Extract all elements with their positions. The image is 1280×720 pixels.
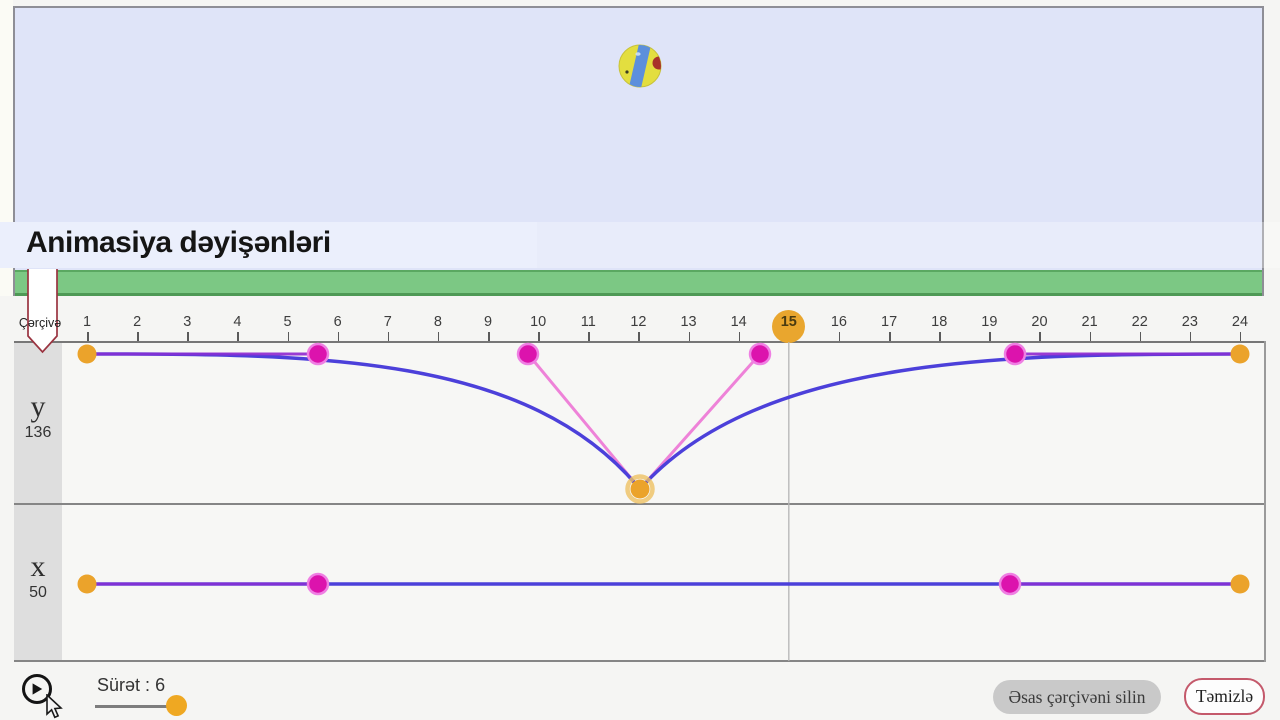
ball-sprite <box>618 44 662 88</box>
track-label-x: x 50 <box>14 552 62 602</box>
frame-number-9[interactable]: 9 <box>483 314 493 330</box>
frame-number-14[interactable]: 14 <box>730 314 747 330</box>
frame-ruler[interactable]: 1 2 3 4 5 6 7 8 9 10 11 12 13 14 15 16 17 18 19 20 21 22 23 24 <box>0 296 1280 343</box>
ruler-tick <box>1089 332 1092 341</box>
speed-slider-handle[interactable] <box>166 695 187 716</box>
frame-number-24[interactable]: 24 <box>1231 314 1249 330</box>
track-value-y: 136 <box>24 424 52 441</box>
frame-number-13[interactable]: 13 <box>680 314 697 330</box>
speed-slider-track[interactable] <box>95 705 185 708</box>
frame-number-10[interactable]: 10 <box>530 314 547 330</box>
ruler-tick <box>87 332 89 341</box>
frame-number-1[interactable]: 1 <box>82 314 92 330</box>
ruler-tick <box>237 332 239 341</box>
frame-number-5[interactable]: 5 <box>283 314 292 330</box>
tracks-right-edge <box>1264 341 1266 662</box>
ruler-tick <box>738 332 741 341</box>
ruler-tick <box>387 332 390 341</box>
frame-number-16[interactable]: 16 <box>830 314 847 330</box>
track-label-y: y 136 <box>14 392 62 442</box>
ruler-tick <box>538 332 540 341</box>
ruler-tick <box>337 332 340 341</box>
speed-text: Sürət : 6 <box>97 675 165 696</box>
ruler-tick <box>688 332 691 341</box>
title-band <box>0 222 537 268</box>
title-band-extension <box>537 222 1280 268</box>
frame-number-8[interactable]: 8 <box>433 314 442 330</box>
frame-number-18[interactable]: 18 <box>931 314 948 330</box>
frame-label: Çərçivə <box>18 316 62 330</box>
frame-number-4[interactable]: 4 <box>233 314 242 330</box>
frame-number-19[interactable]: 19 <box>981 314 998 330</box>
ruler-tick <box>287 332 290 341</box>
ruler-tick <box>588 332 590 341</box>
frame-number-21[interactable]: 21 <box>1081 314 1098 330</box>
ruler-tick <box>1039 332 1041 341</box>
frame-number-11[interactable]: 11 <box>580 314 596 330</box>
ground-strip <box>15 270 1262 296</box>
ruler-tick <box>488 332 490 341</box>
frame-number-6[interactable]: 6 <box>333 314 342 330</box>
frame-number-17[interactable]: 17 <box>881 314 898 330</box>
track-value-x: 50 <box>29 584 47 601</box>
delete-keyframe-button[interactable]: Əsas çərçivəni silin <box>993 680 1161 714</box>
ruler-tick <box>838 332 841 341</box>
ruler-tick <box>137 332 139 341</box>
frame-number-23[interactable]: 23 <box>1181 314 1198 330</box>
play-button[interactable] <box>22 674 52 704</box>
ruler-tick <box>437 332 440 341</box>
frame-number-7[interactable]: 7 <box>383 314 392 330</box>
frame-number-20[interactable]: 20 <box>1031 314 1048 330</box>
track-label-gutter <box>14 343 62 660</box>
page-title: Animasiya dəyişənləri <box>26 226 331 259</box>
clear-button[interactable]: Təmizlə <box>1184 678 1265 715</box>
track-name-y: y <box>30 390 46 423</box>
frame-number-15[interactable]: 15 <box>780 314 797 330</box>
ruler-tick <box>187 332 189 341</box>
mouse-cursor <box>46 694 63 719</box>
ruler-tick <box>889 332 891 341</box>
ruler-tick <box>1239 332 1242 341</box>
frame-number-12[interactable]: 12 <box>630 314 647 330</box>
ruler-tick <box>939 332 941 341</box>
speed-label: Sürət <box>97 675 141 695</box>
ruler-tick <box>638 332 640 341</box>
frame-number-22[interactable]: 22 <box>1131 314 1148 330</box>
ruler-tick <box>989 332 991 341</box>
track-name-x: x <box>30 550 46 583</box>
frame-number-2[interactable]: 2 <box>133 314 142 330</box>
frame-number-3[interactable]: 3 <box>183 314 192 330</box>
ruler-tick <box>1139 332 1142 341</box>
play-icon <box>32 683 43 695</box>
track-divider <box>14 503 1266 505</box>
ruler-tick <box>1189 332 1192 341</box>
current-frame-badge[interactable] <box>772 310 806 343</box>
tracks-area <box>14 341 1266 662</box>
speed-separator: : <box>145 675 151 695</box>
speed-value: 6 <box>155 675 166 695</box>
